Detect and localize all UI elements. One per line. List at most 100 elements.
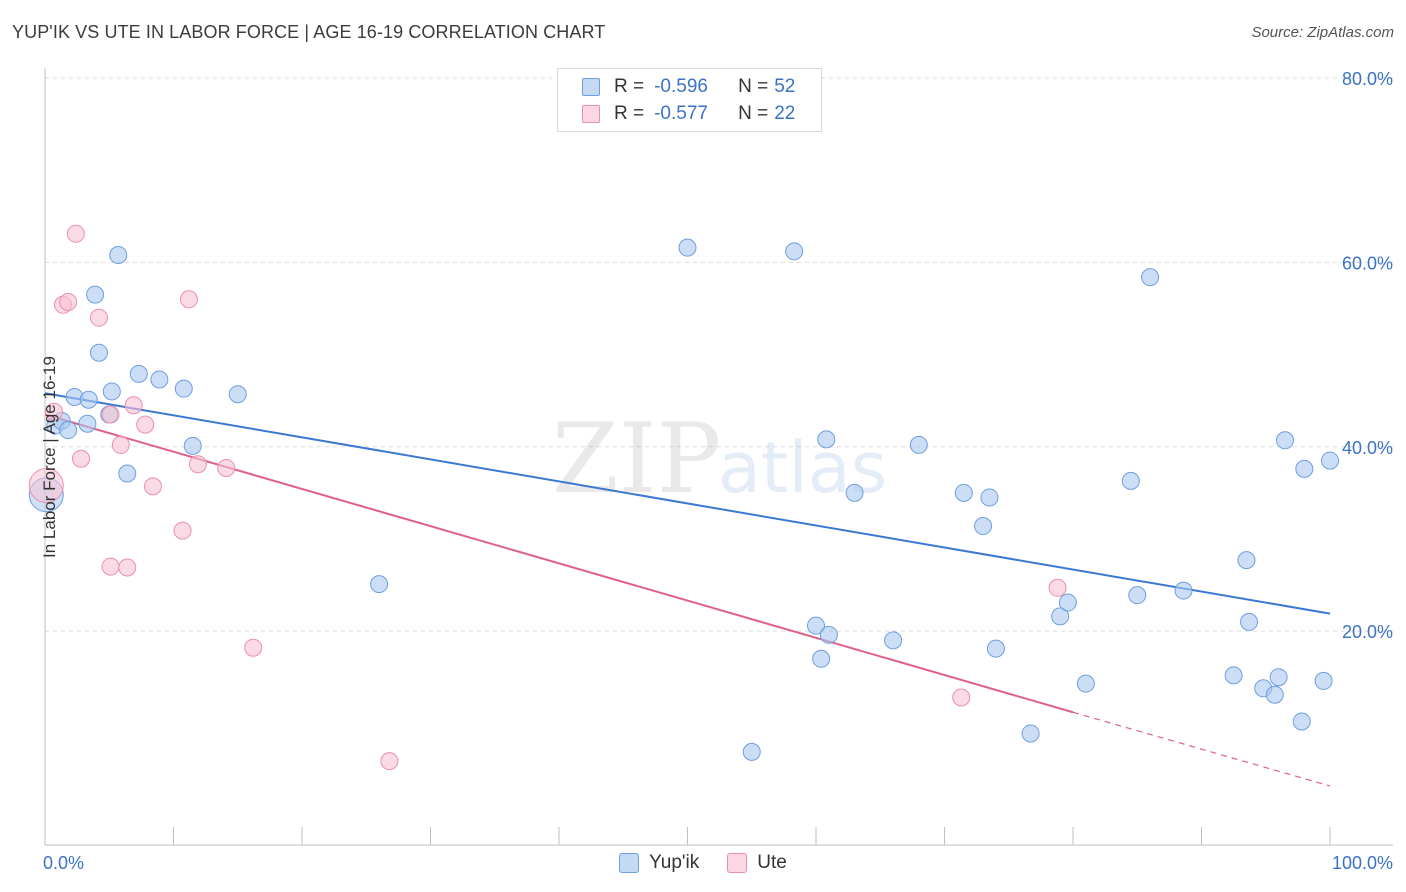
legend-n-label: N = bbox=[738, 103, 769, 124]
ute-point bbox=[952, 688, 971, 707]
yupik-point bbox=[1269, 668, 1288, 687]
yupik-point bbox=[980, 488, 999, 507]
yupik-point bbox=[1051, 607, 1070, 626]
tick-labels: 20.0% 40.0% 60.0% 80.0% 0.0% 100.0% bbox=[43, 69, 1393, 873]
yupik-point bbox=[1076, 674, 1095, 693]
legend-n-label: N = bbox=[738, 76, 769, 97]
ute-point bbox=[28, 467, 64, 503]
yupik-point bbox=[59, 421, 78, 440]
yupik-point bbox=[150, 370, 169, 389]
legend-row-ute: R = -0.577 N = 22 bbox=[582, 102, 795, 126]
yupik-point bbox=[1292, 712, 1311, 731]
yupik-point bbox=[812, 649, 831, 668]
yupik-point bbox=[974, 517, 993, 536]
ute-point bbox=[101, 405, 120, 424]
ute-point bbox=[380, 752, 399, 771]
ute-point bbox=[179, 290, 198, 309]
ute-point bbox=[44, 402, 63, 421]
grid-lines bbox=[45, 77, 1393, 632]
legend-swatch-ute bbox=[727, 853, 748, 873]
yupik-point bbox=[1141, 268, 1160, 287]
legend-row-yupik: R = -0.596 N = 52 bbox=[582, 75, 795, 99]
ute-point bbox=[124, 396, 143, 415]
x-tick-label: 100.0% bbox=[1332, 853, 1393, 873]
chart-title: YUP'IK VS UTE IN LABOR FORCE | AGE 16-19… bbox=[12, 22, 606, 42]
ute-trend-line bbox=[44, 413, 1074, 714]
yupik-point bbox=[1295, 459, 1314, 478]
ute-point bbox=[118, 558, 137, 577]
yupik-point bbox=[785, 242, 804, 261]
yupik-point bbox=[129, 364, 148, 383]
y-tick-label: 20.0% bbox=[1342, 622, 1393, 642]
legend-label-yupik: Yup'ik bbox=[649, 852, 700, 873]
x-tick-label: 0.0% bbox=[43, 853, 84, 873]
y-tick-label: 80.0% bbox=[1342, 69, 1393, 89]
data-points bbox=[28, 224, 1339, 771]
legend-n-value: 22 bbox=[774, 103, 796, 124]
yupik-point bbox=[807, 616, 825, 635]
yupik-point bbox=[1224, 666, 1243, 685]
ute-point bbox=[217, 458, 236, 477]
y-tick-label: 60.0% bbox=[1342, 253, 1393, 273]
yupik-point bbox=[109, 246, 128, 264]
yupik-point bbox=[845, 483, 864, 502]
ute-point bbox=[136, 415, 155, 434]
ute-point bbox=[1048, 578, 1067, 597]
yupik-point bbox=[1174, 581, 1193, 600]
y-axis-label: In Labor Force | Age 16-19 bbox=[40, 356, 59, 558]
yupik-point bbox=[228, 385, 247, 404]
yupik-point bbox=[118, 464, 137, 483]
ute-point bbox=[244, 638, 263, 657]
legend-label-ute: Ute bbox=[757, 852, 787, 873]
legend-swatch-ute bbox=[582, 105, 600, 123]
watermark-zip: ZIP bbox=[552, 403, 721, 515]
yupik-point bbox=[1240, 612, 1259, 631]
legend-item-ute[interactable]: Ute bbox=[727, 852, 787, 874]
legend-swatch-yupik bbox=[619, 853, 640, 873]
yupik-point bbox=[1021, 724, 1040, 743]
ute-point bbox=[71, 449, 90, 468]
yupik-point bbox=[1321, 451, 1339, 470]
yupik-point bbox=[1237, 551, 1256, 570]
yupik-point bbox=[1121, 471, 1140, 490]
source-label: Source: ZipAtlas.com bbox=[1251, 24, 1394, 41]
yupik-point bbox=[1265, 685, 1284, 704]
stats-legend: R = -0.596 N = 52 R = -0.577 N = 22 bbox=[557, 68, 822, 132]
ute-point bbox=[89, 308, 108, 327]
legend-r-label: R = bbox=[614, 76, 645, 97]
yupik-point bbox=[89, 343, 108, 362]
legend-swatch-yupik bbox=[582, 78, 600, 96]
yupik-point bbox=[909, 435, 928, 454]
series-legend: Yup'ik Ute bbox=[0, 852, 1406, 874]
ute-point bbox=[66, 224, 85, 243]
ute-point bbox=[111, 435, 130, 454]
yupik-point bbox=[86, 285, 105, 304]
ute-trend-line-extension bbox=[1072, 711, 1331, 787]
ute-point bbox=[173, 521, 192, 540]
yupik-point bbox=[370, 575, 389, 594]
yupik-point bbox=[742, 742, 761, 761]
yupik-point bbox=[817, 430, 836, 449]
yupik-point bbox=[678, 238, 697, 257]
yupik-point bbox=[1058, 593, 1077, 612]
yupik-trend-line bbox=[44, 392, 1331, 615]
yupik-point bbox=[174, 379, 193, 398]
legend-item-yupik[interactable]: Yup'ik bbox=[619, 852, 699, 874]
legend-n-value: 52 bbox=[774, 76, 796, 97]
legend-r-value: -0.596 bbox=[654, 76, 708, 97]
ute-point bbox=[101, 557, 120, 576]
yupik-point bbox=[1276, 431, 1295, 450]
yupik-point bbox=[1314, 671, 1333, 690]
ute-point bbox=[143, 477, 162, 496]
yupik-point bbox=[78, 414, 97, 433]
legend-r-label: R = bbox=[614, 103, 645, 124]
ute-point bbox=[188, 455, 207, 474]
axes bbox=[44, 68, 1393, 846]
yupik-point bbox=[954, 483, 973, 502]
watermark: ZIP atlas bbox=[552, 403, 887, 515]
yupik-point bbox=[884, 631, 903, 650]
legend-r-value: -0.577 bbox=[654, 103, 708, 124]
yupik-point bbox=[986, 639, 1005, 658]
trend-lines bbox=[44, 392, 1331, 787]
